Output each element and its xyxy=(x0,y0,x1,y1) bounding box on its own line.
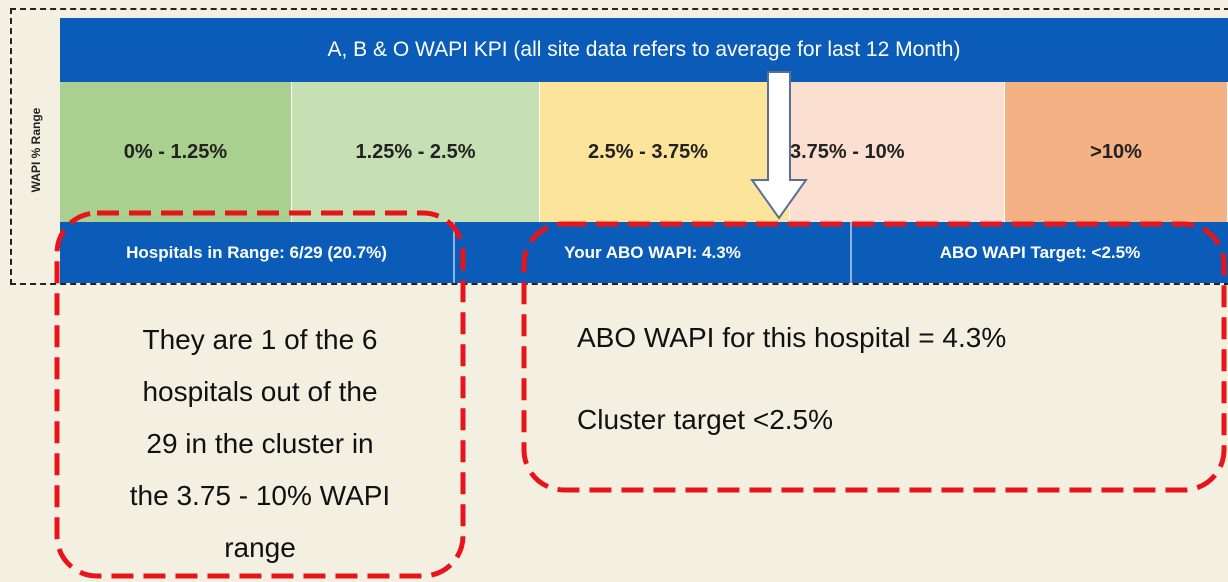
pointer-arrow xyxy=(750,71,808,220)
dashed-frame xyxy=(10,8,1228,285)
left-note: They are 1 of the 6 hospitals out of the 2… xyxy=(60,314,460,574)
note-line: the 3.75 - 10% WAPI xyxy=(129,480,391,511)
header-title: A, B & O WAPI KPI (all site data refers … xyxy=(60,18,1228,82)
summary-cell: Your ABO WAPI: 4.3% xyxy=(455,222,852,283)
range-cell: 0% - 1.25% xyxy=(60,82,292,222)
note-line: hospitals out of the xyxy=(142,376,378,407)
summary-cell: ABO WAPI Target: <2.5% xyxy=(852,222,1228,283)
range-cell: 2.5% - 3.75% xyxy=(540,82,790,222)
range-cell: 3.75% - 10% xyxy=(790,82,1005,222)
right-note: ABO WAPI for this hospital = 4.3% Cluster… xyxy=(577,312,1217,446)
callout-box xyxy=(521,221,1227,493)
range-cell: 1.25% - 2.5% xyxy=(292,82,540,222)
note-line: 29 in the cluster in xyxy=(146,428,374,459)
note-line: ABO WAPI for this hospital = 4.3% xyxy=(577,322,1007,353)
note-line: They are 1 of the 6 xyxy=(142,324,378,355)
summary-cell: Hospitals in Range: 6/29 (20.7%) xyxy=(60,222,455,283)
note-line: Cluster target <2.5% xyxy=(577,404,834,435)
callout-box xyxy=(54,210,466,579)
note-line: range xyxy=(224,532,296,563)
